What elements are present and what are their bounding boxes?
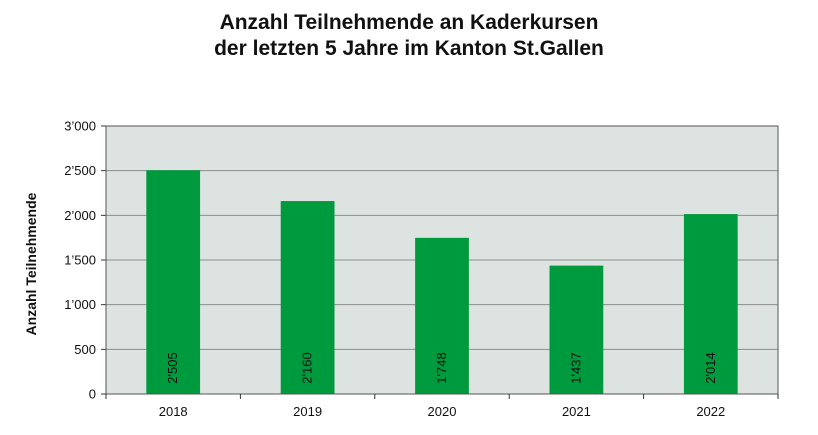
y-tick-label: 2’000	[64, 208, 96, 223]
y-tick-label: 2’500	[64, 163, 96, 178]
bars	[146, 170, 738, 394]
bar-2018	[146, 170, 201, 394]
x-tick-labels: 2018 2019 2020 2021 2022	[159, 404, 726, 419]
x-tick-label: 2020	[428, 404, 457, 419]
data-labels: 2'505 2'160 1'748 1'437 2'014	[165, 352, 718, 383]
y-tick-label: 1’000	[64, 297, 96, 312]
x-tick-label: 2021	[562, 404, 591, 419]
y-tick-label: 0	[89, 387, 96, 402]
axes	[101, 125, 779, 399]
bar-2019	[280, 201, 335, 394]
data-label-2022: 2'014	[703, 352, 718, 383]
bar-2021	[549, 265, 604, 394]
y-tick-label: 1’500	[64, 253, 96, 268]
data-label-2018: 2'505	[165, 352, 180, 383]
data-label-2020: 1'748	[434, 352, 449, 383]
y-tick-labels: 0 500 1’000 1’500 2’000 2’500 3’000	[64, 119, 96, 402]
y-tick-label: 500	[74, 342, 96, 357]
bar-2020	[415, 237, 469, 394]
chart-title-line-2: der letzten 5 Jahre im Kanton St.Gallen	[214, 37, 604, 60]
bar-2022	[683, 214, 738, 394]
x-tick-label: 2022	[696, 404, 725, 419]
chart-title-line-1: Anzahl Teilnehmende an Kaderkursen	[219, 11, 599, 34]
data-label-2019: 2'160	[300, 352, 315, 383]
data-label-2021: 1'437	[568, 352, 583, 383]
chart-title: Anzahl Teilnehmende an Kaderkursen der l…	[0, 10, 818, 62]
y-tick-label: 3’000	[64, 119, 96, 134]
x-tick-label: 2018	[159, 404, 188, 419]
x-tick-label: 2019	[293, 404, 322, 419]
plot-frame	[105, 125, 779, 395]
y-axis-label: Anzahl Teilnehmende	[23, 192, 39, 335]
